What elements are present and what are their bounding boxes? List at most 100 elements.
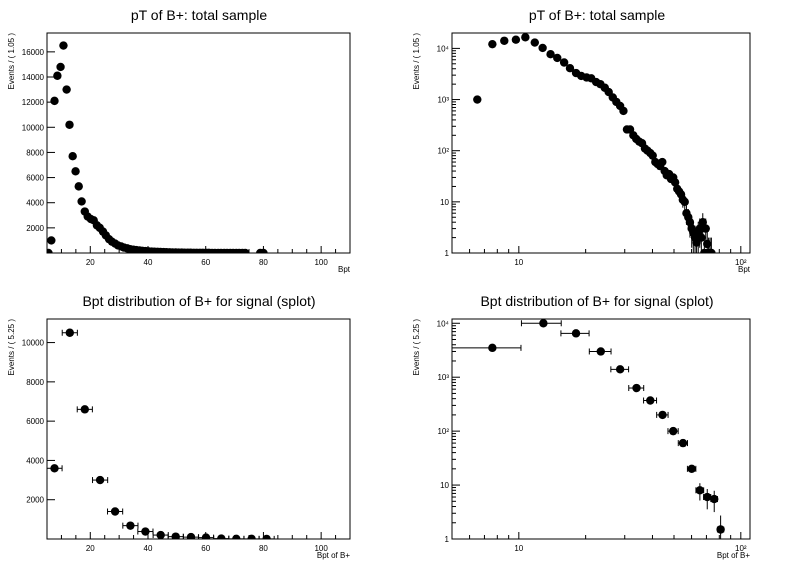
data-point bbox=[530, 38, 539, 47]
data-point bbox=[71, 167, 80, 176]
x-tick-label: 40 bbox=[144, 544, 153, 553]
pad-bottom-left: Bpt distribution of B+ for signal (splot… bbox=[0, 286, 398, 572]
x-tick-label: 10 bbox=[514, 258, 523, 267]
data-points bbox=[452, 319, 725, 539]
data-point bbox=[553, 53, 562, 63]
data-point bbox=[646, 396, 655, 405]
data-point bbox=[703, 492, 712, 502]
y-tick-label: 2000 bbox=[26, 496, 44, 505]
x-tick-label: 20 bbox=[86, 258, 95, 267]
chart-splot-linear: Bpt distribution of B+ for signal (splot… bbox=[7, 293, 351, 560]
pad-bottom-right: Bpt distribution of B+ for signal (splot… bbox=[398, 286, 796, 572]
data-point bbox=[707, 248, 716, 253]
chart-title: pT of B+: total sample bbox=[529, 7, 666, 23]
data-point bbox=[648, 151, 657, 160]
y-axis-label: Events / ( 5.25 ) bbox=[412, 319, 421, 376]
y-axis-label: Events / ( 1.05 ) bbox=[7, 33, 16, 90]
data-point bbox=[59, 41, 68, 50]
x-tick-label: 100 bbox=[314, 544, 328, 553]
chart-title: Bpt distribution of B+ for signal (splot… bbox=[480, 293, 713, 309]
data-point bbox=[632, 383, 641, 393]
data-points bbox=[473, 33, 716, 253]
data-points bbox=[47, 41, 268, 253]
y-tick-label: 6000 bbox=[26, 174, 44, 183]
data-point bbox=[201, 533, 211, 539]
data-point bbox=[658, 410, 667, 420]
data-point bbox=[716, 525, 725, 534]
y-tick-label: 14000 bbox=[22, 73, 45, 82]
data-point bbox=[710, 494, 719, 504]
pad-top-right: pT of B+: total sample 10 10² 1 10 10² 10³ 10⁴ B… bbox=[398, 0, 796, 286]
x-axis-label: Bpt bbox=[738, 265, 751, 274]
data-point bbox=[186, 532, 196, 539]
plot-frame bbox=[451, 32, 751, 254]
data-point bbox=[596, 347, 605, 356]
data-point bbox=[500, 36, 509, 45]
data-point bbox=[670, 178, 680, 187]
chart-pt-linear: pT of B+: total sample 20 40 60 80 100 2000 400… bbox=[7, 7, 351, 274]
data-point bbox=[680, 197, 689, 207]
data-point bbox=[521, 33, 530, 42]
data-point bbox=[559, 58, 569, 67]
data-point bbox=[65, 328, 74, 337]
y-tick-label: 10 bbox=[440, 481, 449, 490]
x-tick-label: 20 bbox=[86, 544, 95, 553]
data-point bbox=[259, 248, 268, 253]
data-point bbox=[262, 534, 271, 539]
data-point bbox=[232, 534, 241, 539]
y-tick-label: 10³ bbox=[437, 96, 449, 105]
y-tick-label: 6000 bbox=[26, 417, 44, 426]
x-tick-label: 40 bbox=[144, 258, 153, 267]
y-tick-label: 10² bbox=[437, 427, 449, 436]
pad-top-left: pT of B+: total sample 20 40 60 80 100 2000 400… bbox=[0, 0, 398, 286]
y-tick-label: 10² bbox=[437, 147, 449, 156]
plot-frame bbox=[46, 318, 351, 540]
data-point bbox=[687, 464, 696, 474]
data-point bbox=[50, 464, 59, 473]
data-point bbox=[47, 236, 56, 245]
data-point bbox=[62, 85, 71, 94]
x-tick-label: 10 bbox=[514, 544, 523, 553]
data-point bbox=[171, 532, 180, 539]
data-point bbox=[50, 96, 59, 106]
data-point bbox=[241, 248, 250, 253]
chart-pt-log: pT of B+: total sample 10 10² 1 10 10² 10³ 10⁴ B… bbox=[412, 7, 751, 274]
y-tick-label: 2000 bbox=[26, 224, 44, 233]
data-point bbox=[539, 319, 548, 328]
data-points bbox=[47, 328, 275, 539]
y-tick-label: 10000 bbox=[22, 339, 45, 348]
x-tick-label: 80 bbox=[259, 544, 268, 553]
data-point bbox=[669, 426, 678, 436]
data-point bbox=[80, 405, 90, 414]
y-tick-label: 4000 bbox=[26, 456, 44, 465]
data-point bbox=[126, 521, 135, 530]
chart-title: Bpt distribution of B+ for signal (splot… bbox=[82, 293, 315, 309]
data-point bbox=[56, 62, 65, 72]
y-tick-label: 10⁴ bbox=[437, 319, 450, 328]
data-point bbox=[619, 106, 628, 116]
data-point bbox=[615, 365, 625, 374]
y-tick-label: 8000 bbox=[26, 148, 44, 157]
y-tick-label: 12000 bbox=[22, 98, 45, 107]
y-tick-label: 4000 bbox=[26, 199, 44, 208]
data-point bbox=[511, 35, 521, 44]
data-point bbox=[110, 507, 120, 516]
data-point bbox=[695, 486, 705, 495]
x-tick-label: 80 bbox=[259, 258, 268, 267]
data-point bbox=[95, 475, 105, 485]
plot-frame bbox=[451, 318, 751, 540]
data-point bbox=[217, 534, 226, 539]
data-point bbox=[74, 182, 83, 191]
data-point bbox=[488, 39, 497, 49]
data-point bbox=[488, 343, 497, 353]
data-point bbox=[703, 239, 712, 249]
y-tick-label: 10000 bbox=[22, 123, 45, 132]
x-tick-label: 10² bbox=[735, 544, 747, 553]
data-point bbox=[698, 218, 707, 227]
x-tick-label: 10² bbox=[735, 258, 747, 267]
data-point bbox=[697, 233, 706, 242]
y-tick-label: 1 bbox=[445, 249, 450, 258]
data-point bbox=[571, 329, 581, 338]
x-axis-label: Bpt of B+ bbox=[317, 551, 350, 560]
y-tick-label: 10⁴ bbox=[437, 44, 450, 53]
